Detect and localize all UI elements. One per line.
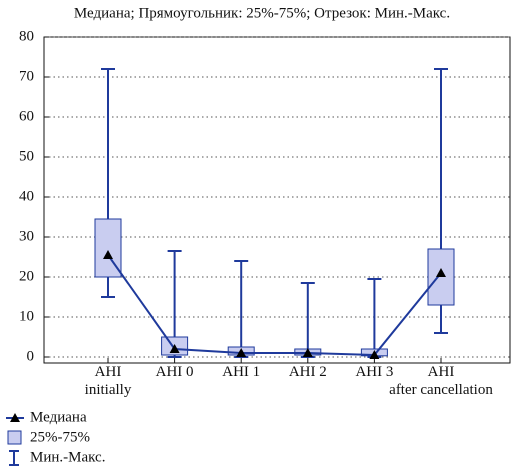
legend-icon [7,430,22,445]
median-marker [369,350,380,359]
legend-label: 25%-75% [30,429,90,445]
median-marker [436,268,446,277]
x-tick-label: AHI 3 [355,364,393,380]
legend-label: Медиана [30,409,87,425]
x-tick-label: AHI 1 [222,364,260,380]
y-tick-label: 60 [19,108,34,124]
legend-icon [10,413,20,422]
median-marker [169,344,180,353]
y-tick-label: 0 [27,348,35,364]
chart-title: Медиана; Прямоугольник: 25%-75%; Отрезок… [74,5,450,21]
y-tick-label: 20 [19,268,34,284]
x-tick-label: AHI 0 [156,364,194,380]
y-tick-label: 40 [19,188,34,204]
y-tick-label: 10 [19,308,34,324]
median-line [107,254,442,357]
x-tick-label: AHI initially [85,364,132,398]
legend-label: Мин.-Макс. [30,449,105,465]
y-tick-label: 80 [19,28,34,44]
median-marker [103,250,113,259]
y-tick-label: 70 [19,68,34,84]
y-tick-label: 50 [19,148,34,164]
plot-frame [43,36,511,364]
x-tick-label: AHI after cancellation [389,364,493,398]
y-tick-label: 30 [19,228,34,244]
median-marker [302,348,313,357]
median-marker [236,348,247,357]
x-tick-label: AHI 2 [289,364,327,380]
